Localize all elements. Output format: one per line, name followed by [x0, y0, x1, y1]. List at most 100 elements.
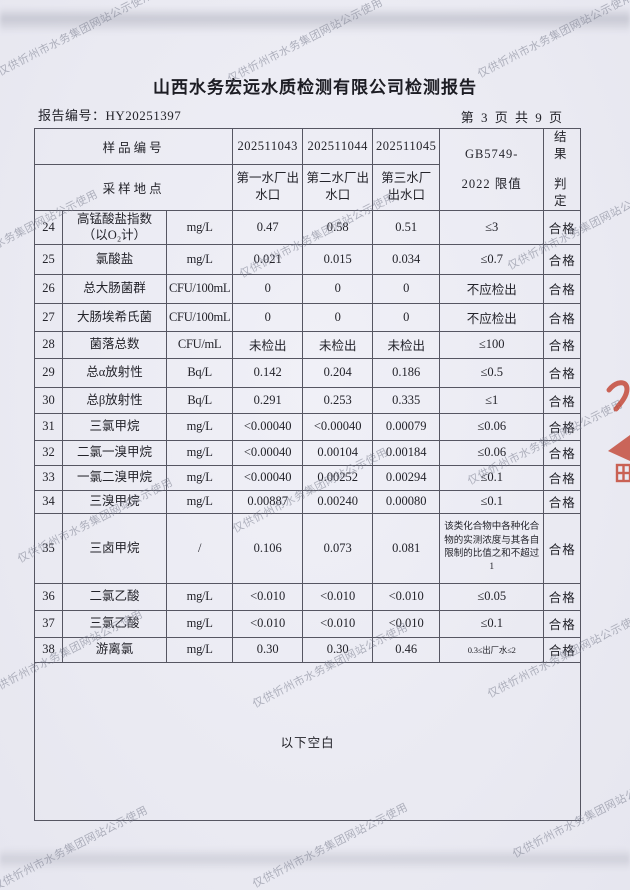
result-cell: 合格	[543, 512, 582, 584]
value-cell-sample-3: 0	[372, 273, 441, 304]
value-cell-sample-2: 0.253	[302, 386, 374, 414]
parameter-name-cell: 三氯乙酸	[62, 609, 167, 638]
value-cell-sample-3: 0.00079	[372, 412, 441, 441]
header-row-sample-id: 样品编号 202511043 202511044 202511045 GB574…	[33, 128, 582, 211]
table-row: 25 氯酸盐 mg/L 0.021 0.015 0.034 ≤0.7 合格	[34, 243, 582, 275]
result-cell: 合格	[543, 636, 582, 663]
value-cell-sample-2: 0.00104	[302, 439, 374, 466]
location-2: 第二水厂出水口	[302, 163, 374, 212]
limit-cell: ≤0.1	[439, 489, 545, 514]
scan-shadow-bottom	[0, 848, 630, 870]
parameter-name-cell: 游离氯	[62, 636, 167, 663]
sample-id-2: 202511044	[302, 128, 374, 165]
standard-line1: GB5749-	[464, 147, 519, 161]
parameter-name-cell: 一氯二溴甲烷	[62, 464, 167, 491]
result-cell: 合格	[543, 273, 582, 304]
limit-cell: ≤100	[439, 330, 545, 359]
row-number-cell: 36	[34, 582, 63, 611]
value-cell-sample-3: 0	[372, 302, 441, 332]
table-row: 36 二氯乙酸 mg/L <0.010 <0.010 <0.010 ≤0.05 合格	[34, 582, 582, 611]
row-number-cell: 32	[34, 439, 63, 466]
location-3: 第三水厂出水口	[372, 163, 441, 212]
value-cell-sample-1: 0.021	[232, 243, 304, 275]
table-row: 26 总大肠菌群 CFU/100mL 0 0 0 不应检出 合格	[34, 273, 582, 304]
row-number-cell: 26	[34, 273, 63, 304]
value-cell-sample-1: <0.010	[232, 582, 304, 611]
unit-cell: mg/L	[165, 609, 234, 638]
limit-cell: ≤0.06	[439, 439, 545, 466]
value-cell-sample-2: 0.58	[302, 210, 374, 245]
unit-cell: mg/L	[165, 489, 234, 514]
value-cell-sample-3: 0.186	[372, 357, 441, 388]
limit-cell: ≤0.1	[439, 464, 545, 491]
watermark-text: 仅供忻州市水务集团网站公示使用	[475, 0, 630, 81]
value-cell-sample-1: 0	[232, 273, 304, 304]
limit-cell: ≤0.1	[439, 609, 545, 638]
limit-cell: 0.3≤出厂水≤2	[439, 636, 545, 663]
result-cell: 合格	[543, 330, 582, 359]
report-title: 山西水务宏远水质检测有限公司检测报告	[153, 78, 477, 98]
value-cell-sample-2: <0.010	[302, 609, 374, 638]
value-cell-sample-3: 0.034	[372, 243, 441, 275]
result-cell: 合格	[543, 357, 582, 388]
row-number-cell: 29	[34, 357, 63, 388]
parameter-name-cell: 二氯一溴甲烷	[62, 439, 167, 466]
row-number-cell: 31	[34, 412, 63, 441]
row-number-cell: 30	[34, 386, 63, 414]
result-line2: 判定	[553, 177, 571, 208]
table-row: 30 总β放射性 Bq/L 0.291 0.253 0.335 ≤1 合格	[34, 386, 582, 414]
below-blank-note: 以下空白	[33, 661, 582, 821]
value-cell-sample-3: 0.00294	[372, 464, 441, 491]
unit-cell: CFU/100mL	[165, 273, 234, 304]
row-number-cell: 37	[34, 609, 63, 638]
limit-cell: 该类化合物中各种化合物的实测浓度与其各自限制的比值之和不超过1	[439, 512, 545, 584]
page-indicator: 第 3 页 共 9 页	[460, 110, 564, 125]
unit-cell: mg/L	[165, 582, 234, 611]
result-cell: 合格	[543, 489, 582, 514]
table-row: 34 三溴甲烷 mg/L 0.00887 0.00240 0.00080 ≤0.1 合格	[34, 489, 582, 514]
value-cell-sample-1: 0.30	[232, 636, 304, 663]
unit-cell: mg/L	[165, 412, 234, 441]
header-row-location: 采样地点 第一水厂出水口 第二水厂出水口 第三水厂出水口	[33, 163, 581, 212]
value-cell-sample-3: 0.335	[372, 386, 441, 414]
unit-cell: CFU/mL	[165, 330, 234, 359]
value-cell-sample-1: 0.47	[232, 210, 304, 245]
unit-cell: Bq/L	[165, 357, 234, 388]
value-cell-sample-1: <0.00040	[232, 439, 304, 466]
location-1: 第一水厂出水口	[232, 163, 304, 212]
watermark-text: 仅供忻州市水务集团网站公示使用	[0, 0, 156, 79]
value-cell-sample-3: <0.010	[372, 609, 441, 638]
limit-cell: ≤0.7	[439, 243, 545, 275]
value-cell-sample-2: 0.204	[302, 357, 374, 388]
row-number-cell: 38	[34, 636, 63, 663]
value-cell-sample-1: 0.00887	[232, 489, 304, 514]
value-cell-sample-1: 0.291	[232, 386, 304, 414]
red-stamp-fragment	[606, 380, 630, 483]
value-cell-sample-2: 0.00240	[302, 489, 374, 514]
value-cell-sample-3: 0.00080	[372, 489, 441, 514]
table-row: 31 三氯甲烷 mg/L <0.00040 <0.00040 0.00079 ≤0.06 合格	[34, 412, 582, 441]
table-row: 29 总α放射性 Bq/L 0.142 0.204 0.186 ≤0.5 合格	[34, 357, 582, 388]
blank-row: 以下空白	[33, 661, 582, 821]
value-cell-sample-2: 0.00252	[302, 464, 374, 491]
parameter-name-cell: 高锰酸盐指数（以O₂计）	[62, 210, 167, 245]
value-cell-sample-3: 0.51	[372, 210, 441, 245]
row-number-cell: 25	[34, 243, 63, 275]
row-number-cell: 33	[34, 464, 63, 491]
limit-cell: ≤1	[439, 386, 545, 414]
row-number-cell: 28	[34, 330, 63, 359]
unit-cell: mg/L	[165, 464, 234, 491]
limit-cell: ≤0.05	[439, 582, 545, 611]
table-row: 28 菌落总数 CFU/mL 未检出 未检出 未检出 ≤100 合格	[34, 330, 582, 359]
unit-cell: mg/L	[165, 210, 234, 245]
unit-cell: mg/L	[165, 439, 234, 466]
limit-cell: 不应检出	[439, 302, 545, 332]
result-cell: 合格	[543, 243, 582, 275]
parameter-name-cell: 总大肠菌群	[62, 273, 167, 304]
sampling-location-label: 采样地点	[33, 163, 234, 212]
value-cell-sample-3: 0.00184	[372, 439, 441, 466]
table-row: 24 高锰酸盐指数（以O₂计） mg/L 0.47 0.58 0.51 ≤3 合格	[34, 210, 582, 245]
table-row: 32 二氯一溴甲烷 mg/L <0.00040 0.00104 0.00184 ≤0.06 合…	[34, 439, 582, 466]
results-table: 样品编号 202511043 202511044 202511045 GB574…	[33, 128, 582, 821]
result-cell: 合格	[543, 412, 582, 441]
